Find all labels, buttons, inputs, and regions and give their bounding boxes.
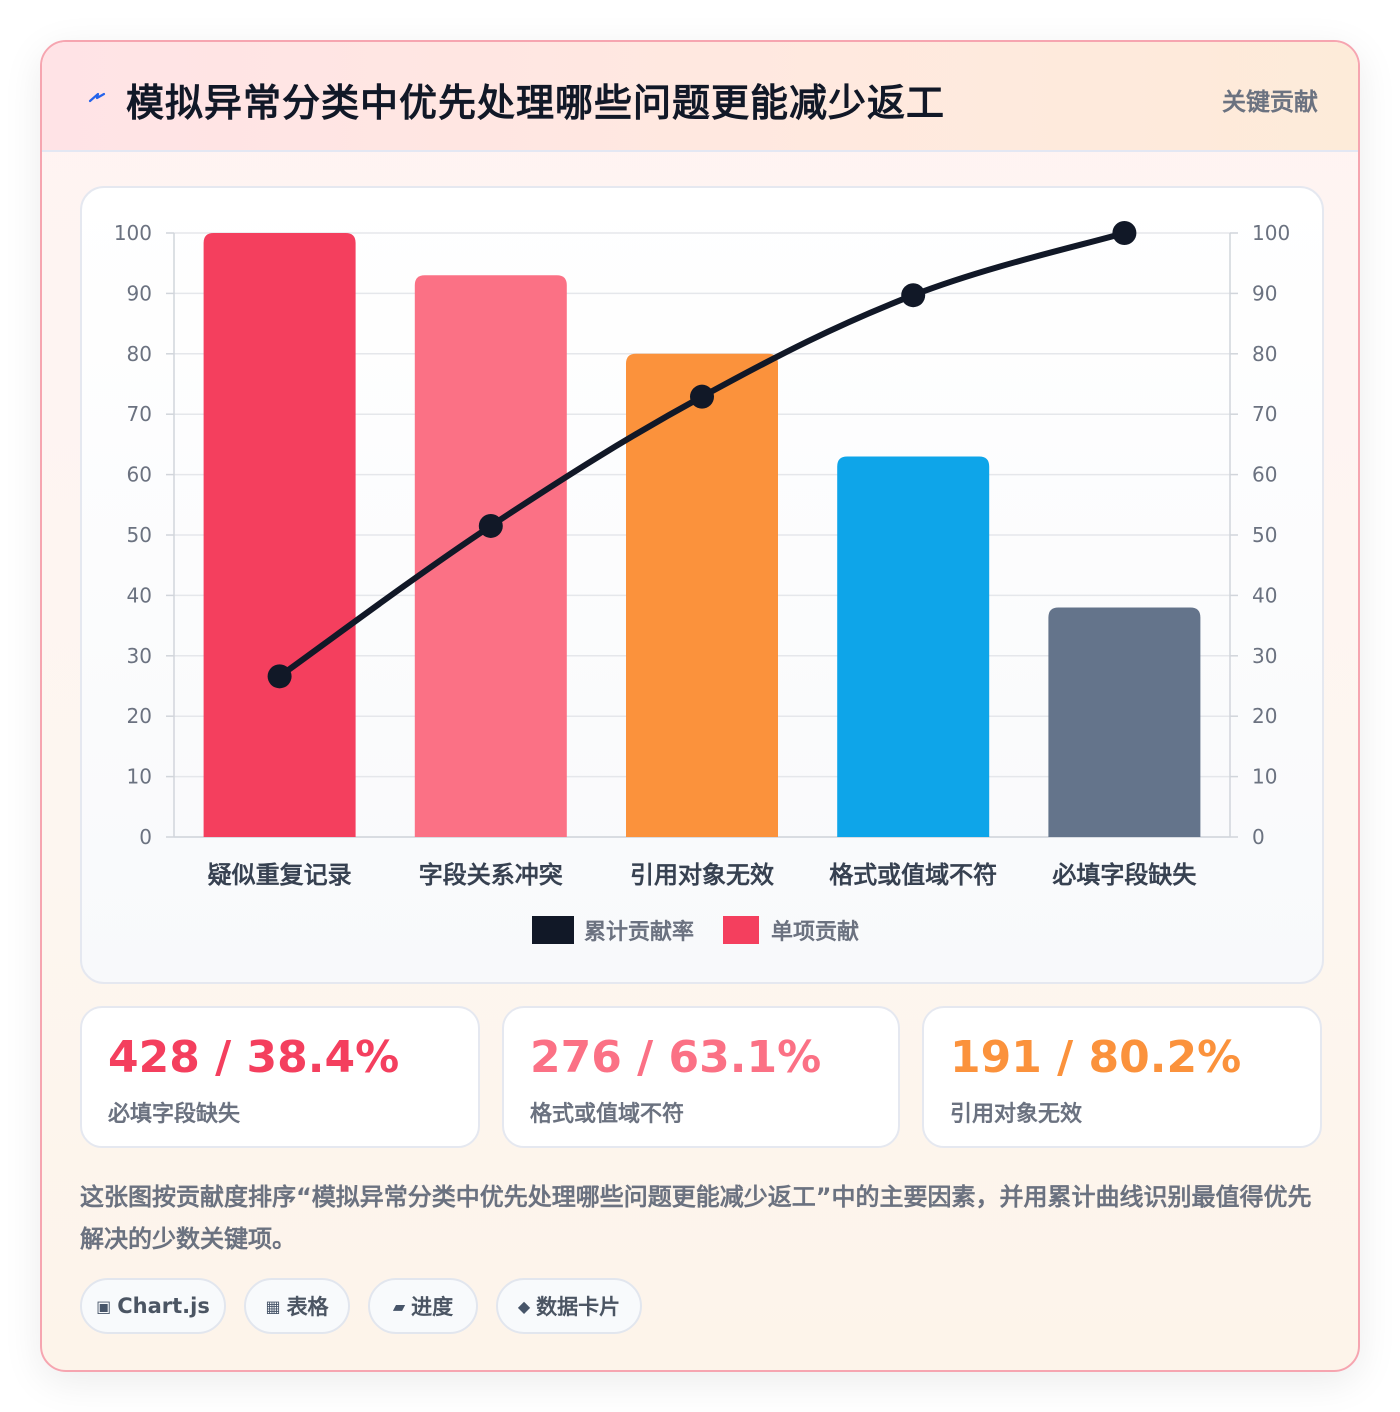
- stat-card-2: 276 / 63.1% 格式或值域不符: [502, 1006, 900, 1148]
- y-tick-label: 70: [127, 402, 152, 426]
- stat-value: 276 / 63.1%: [530, 1032, 822, 1083]
- bar: [1048, 607, 1201, 837]
- y-tick-label: 10: [127, 765, 152, 789]
- y-tick-label: 50: [127, 523, 152, 547]
- y-tick-label: 40: [127, 583, 152, 607]
- progress-icon: ▰: [392, 1296, 406, 1316]
- chart-description: 这张图按贡献度排序“模拟异常分类中优先处理哪些问题更能减少返工”中的主要因素，并…: [80, 1183, 1312, 1253]
- stat-card-3: 191 / 80.2% 引用对象无效: [922, 1006, 1322, 1148]
- y2-tick-label: 60: [1252, 463, 1277, 487]
- y2-tick-label: 70: [1252, 402, 1277, 426]
- y-tick-label: 60: [127, 463, 152, 487]
- table-icon: ▦: [265, 1296, 281, 1316]
- y-tick-label: 20: [127, 704, 152, 728]
- card-header: 模拟异常分类中优先处理哪些问题更能减少返工 关键贡献: [42, 42, 1358, 152]
- y2-tick-label: 50: [1252, 523, 1277, 547]
- chip-label: 进度: [411, 1295, 454, 1319]
- diamond-icon: ◆: [517, 1296, 531, 1316]
- chip-label: 数据卡片: [536, 1295, 621, 1319]
- y-tick-label: 30: [127, 644, 152, 668]
- bar: [837, 456, 990, 837]
- legend-swatch-cumulative: [532, 916, 574, 944]
- legend-swatch-single: [723, 916, 759, 944]
- chart-panel: 0 0 10 10 20 20 30 30 40 40 50 50 60 60 70 70 80 80 90 90 10…: [80, 186, 1324, 984]
- cumulative-point: [1112, 221, 1137, 245]
- stat-label: 必填字段缺失: [108, 1102, 241, 1127]
- cumulative-point: [478, 513, 503, 538]
- page-title: 模拟异常分类中优先处理哪些问题更能减少返工: [126, 81, 946, 125]
- legend-label-cumulative: 累计贡献率: [584, 919, 694, 945]
- pareto-chart: 0 0 10 10 20 20 30 30 40 40 50 50 60 60 70 70 80 80 90 90 10…: [114, 221, 1290, 945]
- chip-label: 表格: [286, 1295, 329, 1319]
- x-tick-label: 字段关系冲突: [419, 861, 563, 889]
- chart-card: 模拟异常分类中优先处理哪些问题更能减少返工 关键贡献 0 0 10 10 20 20 30 3…: [40, 40, 1360, 1372]
- y-tick-label: 80: [127, 342, 152, 366]
- bar: [626, 353, 778, 837]
- y-tick-label: 0: [139, 825, 152, 849]
- cumulative-point: [690, 384, 714, 409]
- y2-tick-label: 10: [1252, 765, 1277, 789]
- stat-label: 引用对象无效: [950, 1102, 1083, 1127]
- y2-tick-label: 90: [1252, 281, 1277, 305]
- x-tick-label: 必填字段缺失: [1052, 861, 1197, 889]
- y2-tick-label: 0: [1252, 825, 1265, 849]
- y-tick-label: 90: [127, 281, 152, 305]
- chip-table[interactable]: ▦ 表格: [244, 1278, 350, 1334]
- bar: [203, 233, 356, 837]
- chip-chartjs[interactable]: ▣ Chart.js: [80, 1278, 226, 1334]
- stat-value: 428 / 38.4%: [108, 1032, 400, 1083]
- chip-progress[interactable]: ▰ 进度: [368, 1278, 478, 1334]
- y-tick-label: 100: [114, 221, 152, 245]
- legend-label-single: 单项贡献: [771, 919, 859, 945]
- y2-tick-label: 30: [1252, 644, 1277, 668]
- y2-tick-label: 20: [1252, 704, 1277, 728]
- bar: [414, 275, 567, 837]
- stat-label: 格式或值域不符: [530, 1102, 685, 1127]
- y2-tick-label: 100: [1252, 221, 1290, 245]
- stat-card-1: 428 / 38.4% 必填字段缺失: [80, 1006, 480, 1148]
- lightning-icon: [88, 92, 106, 103]
- chip-data-cards[interactable]: ◆ 数据卡片: [496, 1278, 642, 1334]
- y2-tick-label: 80: [1252, 342, 1277, 366]
- x-tick-label: 引用对象无效: [630, 861, 774, 889]
- y2-tick-label: 40: [1252, 583, 1277, 607]
- cumulative-point: [267, 664, 292, 689]
- header-badge: 关键贡献: [1222, 88, 1318, 116]
- chart-icon: ▣: [96, 1296, 112, 1316]
- chip-label: Chart.js: [117, 1294, 210, 1318]
- x-tick-label: 疑似重复记录: [208, 861, 352, 889]
- cumulative-point: [901, 283, 926, 308]
- stat-value: 191 / 80.2%: [950, 1032, 1242, 1083]
- x-tick-label: 格式或值域不符: [829, 861, 997, 889]
